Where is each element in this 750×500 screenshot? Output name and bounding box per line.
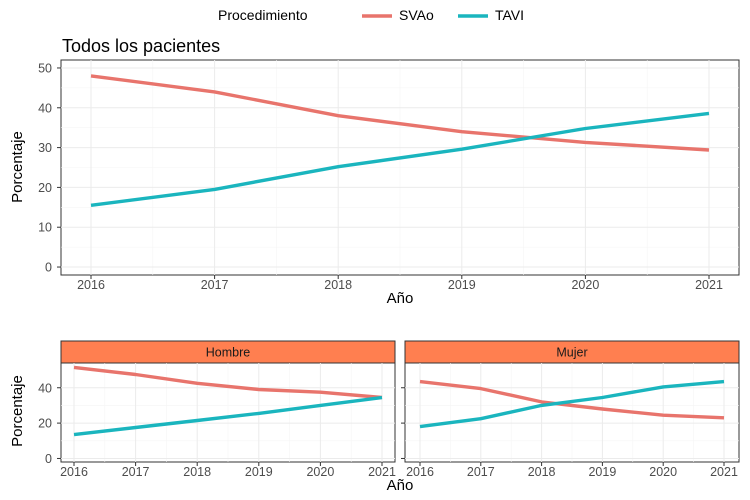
y-tick-label: 0 xyxy=(45,452,52,466)
legend-label-svao: SVAo xyxy=(399,7,434,23)
x-tick-label: 2020 xyxy=(571,278,599,292)
legend: Procedimiento SVAo TAVI xyxy=(218,7,524,23)
chart-mujer: Mujer 2016 2017 2018 2019 2020 2021 xyxy=(401,340,740,479)
y-tick-label: 20 xyxy=(38,181,52,195)
y-tick-label: 0 xyxy=(45,261,52,275)
axis-ticks-hombre: 2016 2017 2018 2019 2020 2021 0 20 40 xyxy=(38,381,396,479)
series-line-svao xyxy=(73,365,383,400)
series-line-svao xyxy=(90,74,710,152)
axis-ticks-all-patients: 2016 2017 2018 2019 2020 2021 0 10 20 30 40 50 xyxy=(38,61,723,292)
legend-title: Procedimiento xyxy=(218,7,308,23)
x-tick-label: 2017 xyxy=(201,278,229,292)
x-tick-label: 2016 xyxy=(406,465,434,479)
lines-all-patients xyxy=(90,74,710,207)
strip-label-mujer: Mujer xyxy=(556,346,587,360)
grid-all-patients xyxy=(61,60,739,275)
y-axis-title-all-patients: Porcentaje xyxy=(9,131,26,203)
x-tick-label: 2019 xyxy=(245,465,273,479)
x-tick-label: 2017 xyxy=(467,465,495,479)
x-tick-label: 2021 xyxy=(695,278,723,292)
x-tick-label: 2020 xyxy=(306,465,334,479)
x-tick-label: 2016 xyxy=(77,278,105,292)
x-tick-label: 2018 xyxy=(324,278,352,292)
x-tick-label: 2019 xyxy=(588,465,616,479)
x-tick-label: 2021 xyxy=(710,465,738,479)
lines-mujer xyxy=(419,379,725,429)
series-line-tavi xyxy=(90,111,710,207)
y-tick-label: 30 xyxy=(38,141,52,155)
chart-title-all-patients: Todos los pacientes xyxy=(62,36,220,56)
chart-all-patients: Todos los pacientes 2016 2017 2018 2019 2020… xyxy=(9,36,740,307)
x-tick-label: 2018 xyxy=(183,465,211,479)
x-tick-label: 2019 xyxy=(448,278,476,292)
x-tick-label: 2020 xyxy=(649,465,677,479)
y-tick-label: 40 xyxy=(38,381,52,395)
y-tick-label: 20 xyxy=(38,417,52,431)
x-tick-label: 2017 xyxy=(122,465,150,479)
x-tick-label: 2021 xyxy=(368,465,396,479)
series-line-svao xyxy=(419,379,725,420)
y-tick-label: 50 xyxy=(38,61,52,75)
strip-label-hombre: Hombre xyxy=(206,346,251,360)
x-axis-title-bottom: Año xyxy=(387,477,414,494)
series-line-tavi xyxy=(419,379,725,429)
x-tick-label: 2018 xyxy=(528,465,556,479)
chart-hombre: Hombre 2016 2017 2018 2019 2020 2021 0 20 40 Por… xyxy=(9,340,396,479)
lines-hombre xyxy=(73,365,383,437)
y-axis-title-bottom: Porcentaje xyxy=(9,375,26,447)
y-tick-label: 40 xyxy=(38,101,52,115)
y-tick-label: 10 xyxy=(38,221,52,235)
axis-ticks-mujer: 2016 2017 2018 2019 2020 2021 xyxy=(401,387,738,479)
legend-label-tavi: TAVI xyxy=(495,7,524,23)
x-axis-title-all-patients: Año xyxy=(387,290,414,307)
series-line-tavi xyxy=(73,395,383,437)
x-tick-label: 2016 xyxy=(60,465,88,479)
